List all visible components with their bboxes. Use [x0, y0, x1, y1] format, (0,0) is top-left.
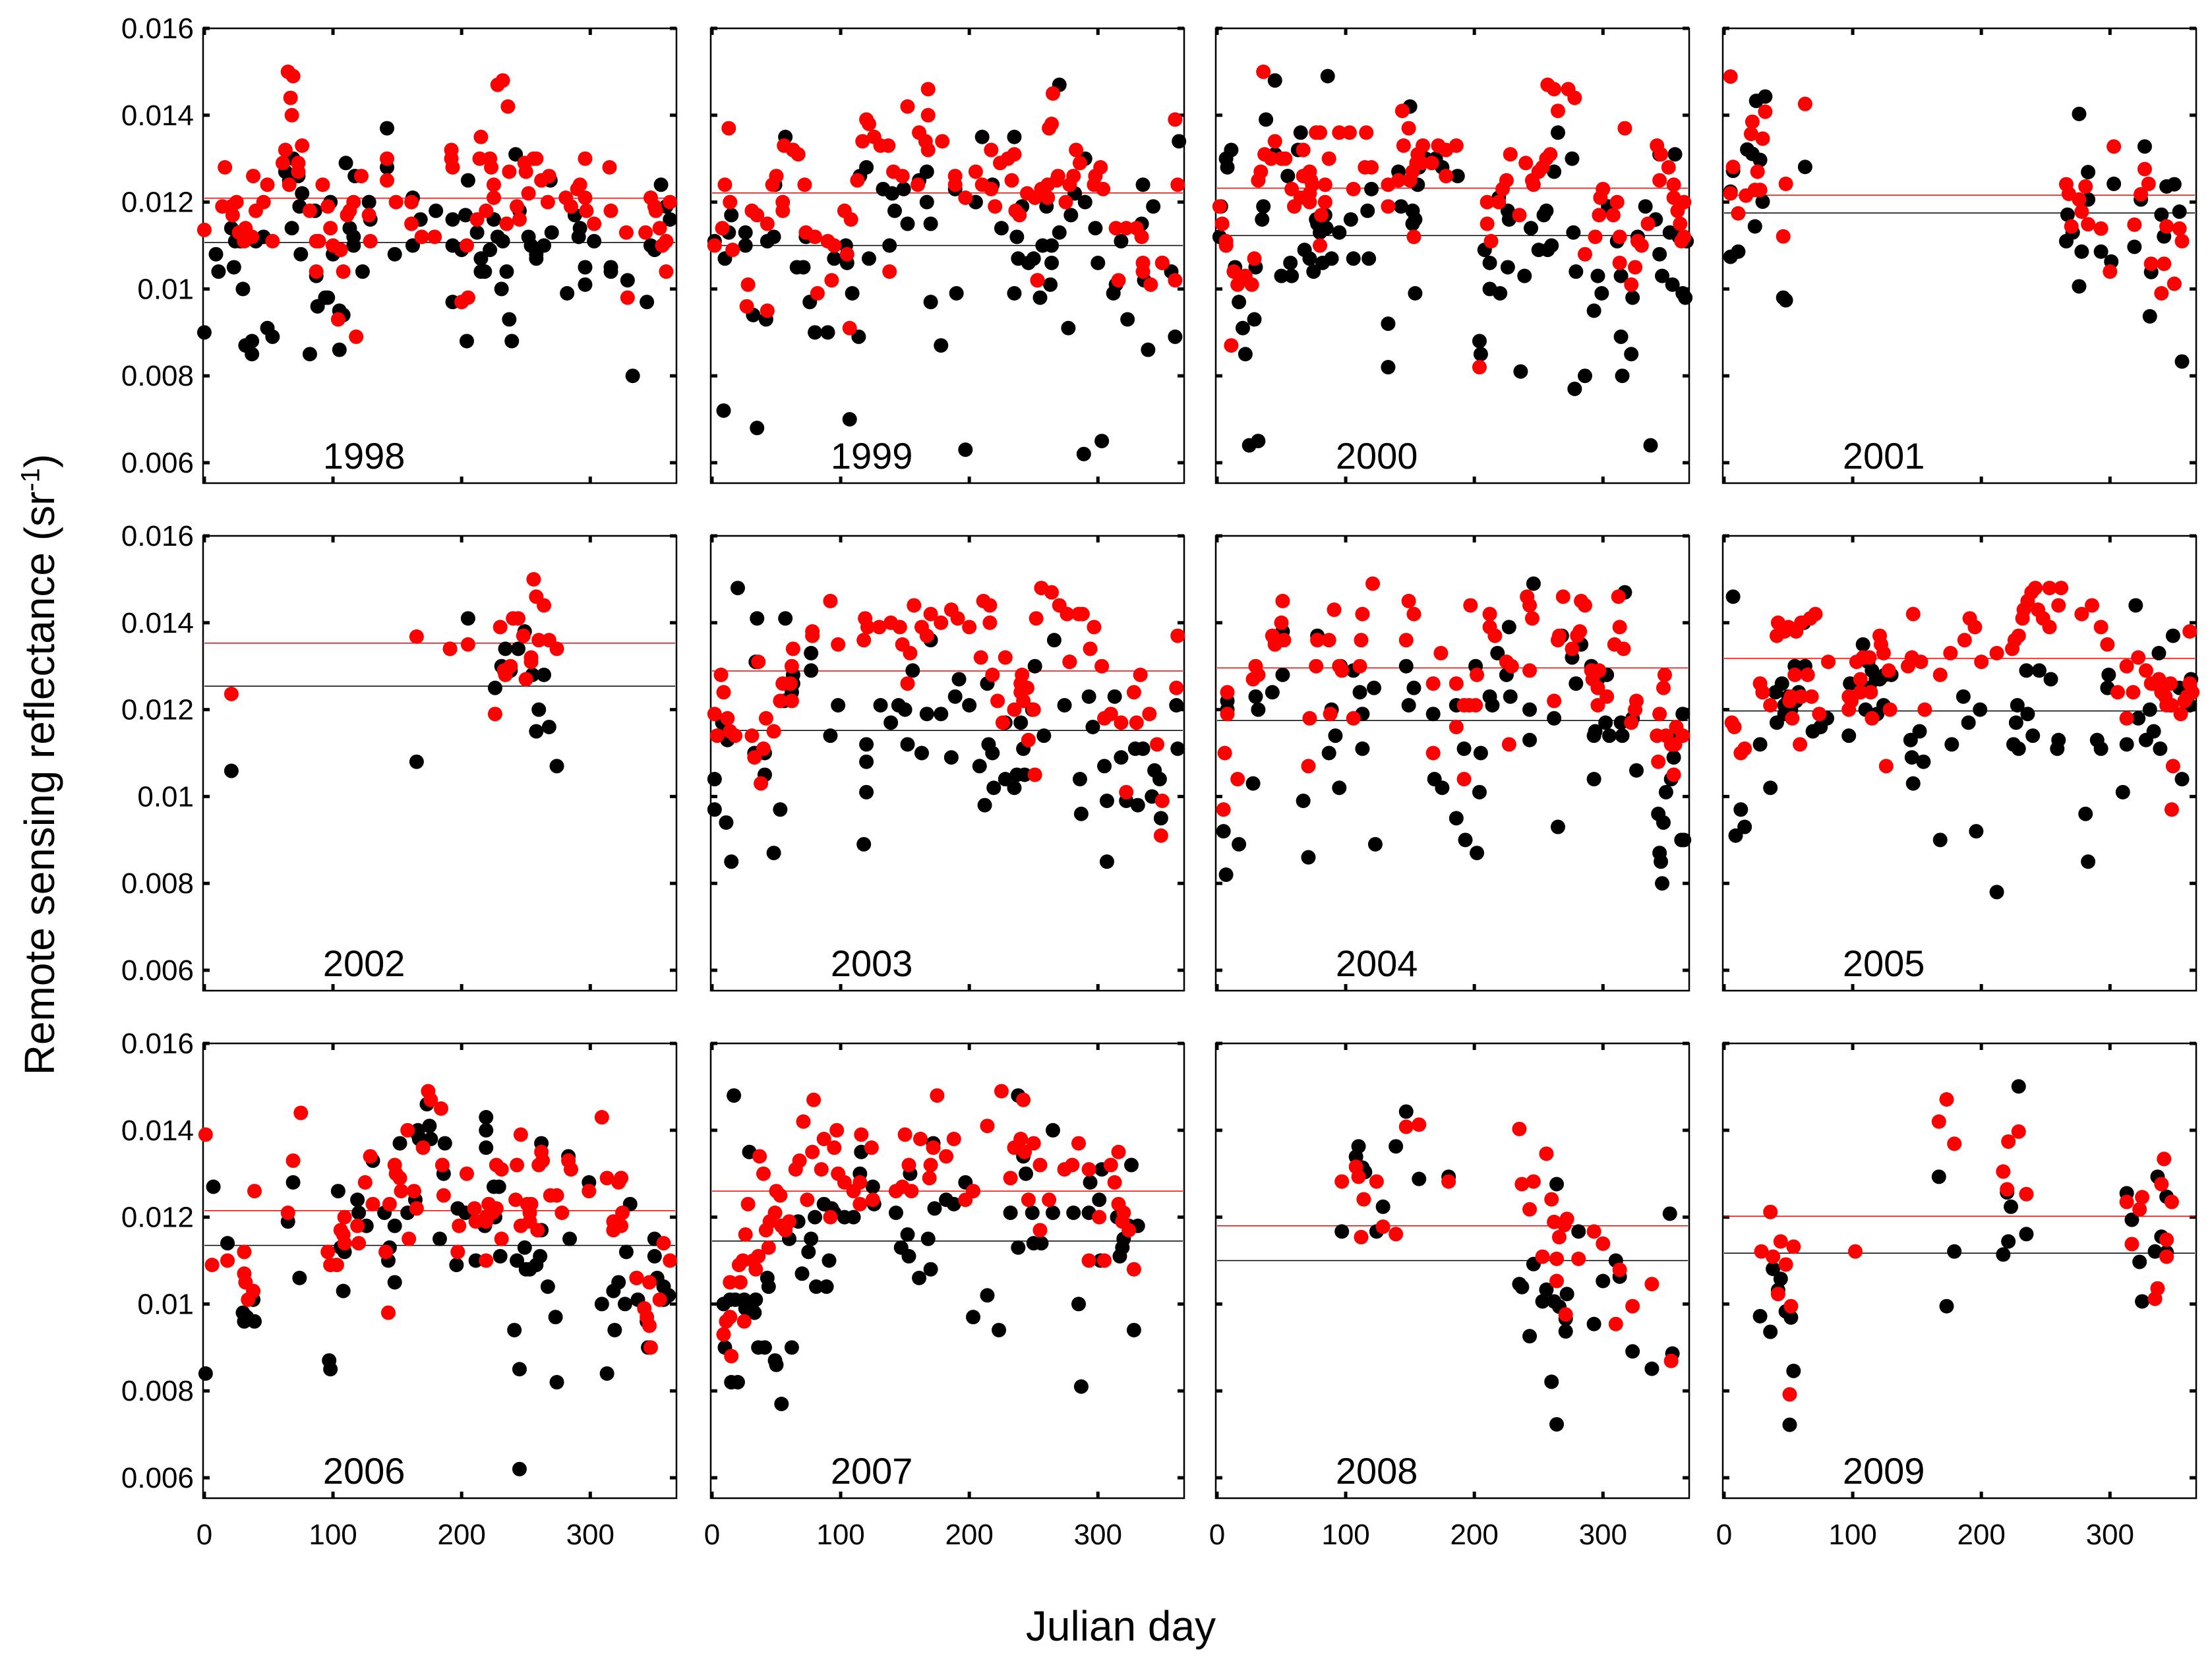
y-axis-label: Remote sensing reflectance (sr-1) [15, 454, 64, 1076]
panel-2008: 0 100 200 300 2008 [1209, 1041, 1690, 1551]
x-tick-label: 0 [704, 1519, 720, 1551]
panel-2000: 2000 [1212, 26, 1694, 484]
panel-year-label: 2007 [831, 1450, 913, 1492]
points [1724, 581, 2200, 900]
x-tick-label: 0 [1716, 1519, 1732, 1551]
x-tick-label: 100 [1321, 1519, 1369, 1551]
x-tick-label: 100 [1828, 1519, 1876, 1551]
panel-frame [709, 1042, 1185, 1500]
panel-frame [202, 535, 678, 992]
panel-year-label: 2008 [1336, 1450, 1418, 1492]
panel-2004: 2004 [1214, 534, 1692, 992]
points [196, 64, 678, 384]
panel-2001: 2001 [1721, 26, 2197, 484]
panel-frame [1721, 27, 2197, 484]
panel-2007: 0 100 200 300 2007 [704, 1041, 1185, 1551]
x-tick-label: 200 [1450, 1519, 1498, 1551]
panel-year-label: 2005 [1843, 943, 1925, 984]
x-tick-label: 200 [1957, 1519, 2005, 1551]
panel-1998: 0.006 0.008 0.01 0.012 0.014 0.016 1998 [121, 13, 678, 484]
x-tick-label: 300 [1074, 1519, 1122, 1551]
panel-2002: 0.006 0.008 0.01 0.012 0.014 0.016 2002 [121, 520, 678, 992]
x-axis-label: Julian day [1025, 1602, 1216, 1650]
panel-year-label: 2003 [831, 943, 913, 984]
panel-2003: 2003 [707, 534, 1185, 992]
y-tick-label: 0.01 [137, 780, 194, 813]
y-tick-label: 0.012 [121, 1202, 194, 1234]
x-tick-label: 300 [2086, 1519, 2134, 1551]
points [1212, 64, 1694, 453]
panel-year-label: 1999 [831, 435, 913, 477]
x-tick-label: 300 [566, 1519, 614, 1551]
panel-2006: 0.006 0.008 0.01 0.012 0.014 0.016 0 100 200 300 2… [121, 1028, 678, 1551]
y-tick-label: 0.006 [121, 954, 194, 987]
y-tick-label: 0.008 [121, 1375, 194, 1407]
y-tick-label: 0.01 [137, 1288, 194, 1320]
y-tick-label: 0.006 [121, 1462, 194, 1494]
panel-frame [709, 27, 1185, 484]
y-tick-label: 0.01 [137, 273, 194, 305]
panel-frame [1214, 535, 1690, 992]
panel-year-label: 2000 [1336, 435, 1418, 477]
y-tick-label: 0.016 [121, 1028, 194, 1060]
panel-year-label: 2002 [323, 943, 405, 984]
panel-2009: 0 100 200 300 2009 [1716, 1041, 2197, 1551]
y-tick-label: 0.008 [121, 360, 194, 392]
points [198, 1084, 678, 1476]
points [707, 77, 1187, 461]
panel-year-label: 1998 [323, 435, 405, 477]
points [707, 581, 1185, 869]
y-tick-label: 0.016 [121, 520, 194, 552]
y-tick-label: 0.008 [121, 867, 194, 900]
x-tick-label: 300 [1579, 1519, 1627, 1551]
x-tick-label: 0 [1209, 1519, 1225, 1551]
x-tick-label: 100 [816, 1519, 864, 1551]
panel-2005: 2005 [1721, 534, 2200, 992]
panel-year-label: 2004 [1336, 943, 1418, 984]
panel-frame [1214, 1042, 1690, 1500]
points [224, 571, 564, 778]
y-axis-label-close: ) [16, 453, 63, 469]
y-tick-label: 0.012 [121, 694, 194, 726]
panel-frame [1214, 27, 1690, 484]
panel-frame [202, 27, 678, 484]
y-tick-label: 0.014 [121, 100, 194, 132]
y-tick-label: 0.014 [121, 607, 194, 639]
x-tick-label: 200 [437, 1519, 485, 1551]
y-tick-label: 0.006 [121, 447, 194, 479]
x-tick-label: 200 [945, 1519, 993, 1551]
x-tick-label: 100 [309, 1519, 357, 1551]
x-tick-label: 0 [196, 1519, 212, 1551]
points [1723, 69, 2190, 369]
y-axis-label-text: Remote sensing reflectance (sr [16, 491, 63, 1076]
panel-year-label: 2006 [323, 1450, 405, 1492]
points [1752, 1079, 2179, 1432]
y-axis-label-superscript: -1 [16, 468, 45, 492]
panel-frame [1721, 1042, 2197, 1500]
panel-frame [1721, 535, 2197, 992]
y-tick-label: 0.016 [121, 13, 194, 45]
points [1216, 576, 1692, 891]
panel-year-label: 2009 [1843, 1450, 1925, 1492]
points [1334, 1104, 1680, 1432]
points [716, 1084, 1145, 1411]
panel-year-label: 2001 [1843, 435, 1925, 477]
y-tick-label: 0.012 [121, 187, 194, 219]
y-tick-label: 0.014 [121, 1115, 194, 1147]
panel-1999: 1999 [707, 26, 1187, 484]
